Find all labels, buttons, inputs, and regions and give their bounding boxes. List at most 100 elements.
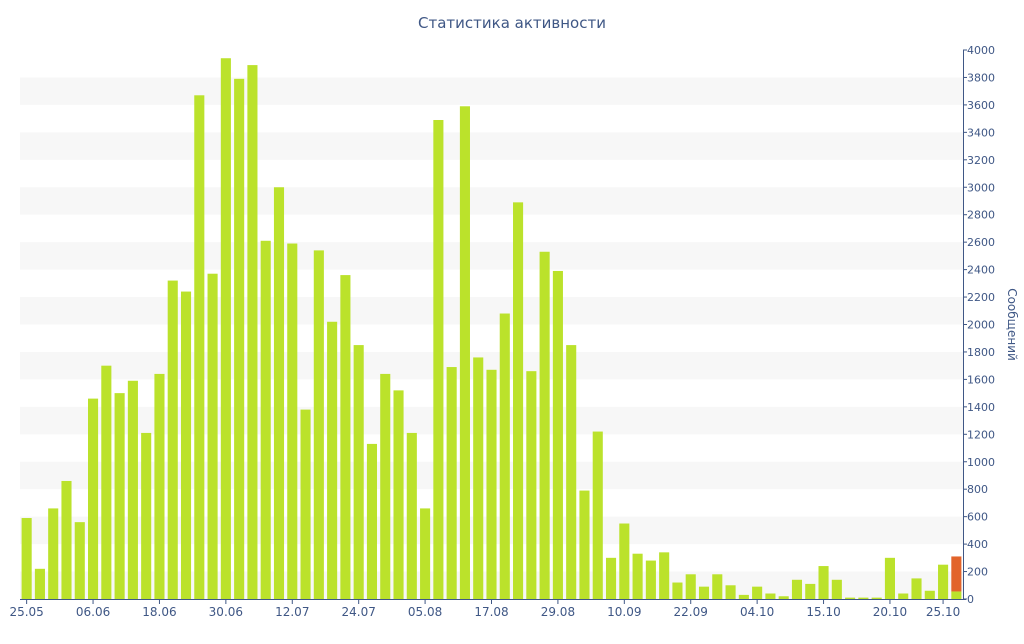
bar[interactable] (300, 409, 311, 599)
bar[interactable] (831, 579, 842, 599)
bar[interactable] (114, 393, 125, 599)
bar[interactable] (579, 490, 590, 599)
bar[interactable] (393, 390, 404, 599)
bar[interactable] (539, 251, 550, 599)
bar[interactable] (858, 597, 869, 599)
y-tick-label: 4000 (967, 44, 995, 57)
bar[interactable] (645, 560, 656, 599)
bar[interactable] (486, 369, 497, 599)
x-axis-ticks: 25.05 06.06 18.06 30.06 12.07 24.07 05.08 17.08… (9, 599, 960, 619)
bar[interactable] (366, 443, 378, 599)
bar[interactable] (287, 243, 298, 599)
y-tick-label: 0 (967, 593, 974, 606)
bar[interactable] (194, 95, 205, 599)
grid-band (20, 242, 963, 270)
bar[interactable] (871, 597, 882, 599)
bar[interactable] (127, 380, 138, 599)
bar[interactable] (845, 597, 856, 599)
bar[interactable] (738, 594, 749, 599)
bar[interactable] (61, 480, 72, 599)
bar[interactable] (260, 240, 271, 599)
bar[interactable] (34, 568, 45, 599)
bar[interactable] (340, 275, 351, 599)
bar[interactable] (473, 357, 484, 599)
bar[interactable] (765, 593, 776, 599)
bar[interactable] (459, 106, 470, 600)
bar[interactable] (48, 508, 59, 599)
bar[interactable] (406, 432, 417, 599)
x-tick-label: 12.07 (275, 605, 309, 619)
grid-band (20, 297, 963, 325)
y-tick-label: 1600 (967, 373, 995, 386)
bar[interactable] (818, 566, 829, 599)
bar[interactable] (752, 586, 763, 599)
bar[interactable] (791, 579, 803, 599)
bar[interactable] (712, 574, 723, 599)
x-tick-label: 17.08 (474, 605, 508, 619)
x-tick-label: 05.08 (408, 605, 442, 619)
bar[interactable] (247, 65, 258, 599)
y-tick-label: 1800 (967, 346, 995, 359)
bar[interactable] (951, 591, 962, 599)
bar[interactable] (592, 431, 603, 599)
bar[interactable] (605, 557, 617, 599)
bar[interactable] (327, 321, 338, 599)
grid-band (20, 132, 963, 160)
bar[interactable] (313, 250, 324, 599)
x-tick-label: 30.06 (209, 605, 243, 619)
y-tick-label: 2600 (967, 236, 995, 249)
bar[interactable] (659, 552, 670, 599)
bar[interactable] (167, 280, 178, 599)
bar[interactable] (513, 202, 524, 599)
y-tick-label: 800 (967, 483, 988, 496)
y-tick-label: 2800 (967, 209, 995, 222)
bar[interactable] (698, 586, 710, 599)
bar-series (21, 58, 962, 600)
x-tick-label: 24.07 (342, 605, 376, 619)
bar[interactable] (446, 367, 457, 599)
bar[interactable] (884, 557, 895, 599)
bar[interactable] (778, 596, 789, 599)
bar[interactable] (619, 523, 630, 599)
y-axis-ticks: 0 200 400 600 800 1000 1200 1400 1600 1800 2000 220… (963, 44, 995, 606)
bar[interactable] (566, 345, 577, 599)
bar[interactable] (632, 553, 643, 599)
bar[interactable] (924, 590, 935, 599)
y-axis-title: Сообщений (1005, 288, 1019, 361)
bar[interactable] (74, 522, 85, 599)
x-tick-label: 06.06 (76, 605, 110, 619)
bar[interactable] (433, 119, 444, 599)
bar[interactable] (180, 291, 192, 599)
bar[interactable] (725, 585, 736, 599)
bar[interactable] (805, 583, 816, 599)
bar[interactable] (141, 432, 152, 599)
bar[interactable] (499, 313, 510, 599)
y-tick-label: 3400 (967, 126, 995, 139)
bar[interactable] (938, 564, 949, 599)
x-tick-label: 29.08 (541, 605, 575, 619)
bar[interactable] (21, 518, 32, 599)
y-tick-label: 200 (967, 566, 988, 579)
bar[interactable] (420, 508, 431, 599)
x-tick-label: 15.10 (806, 605, 840, 619)
bar[interactable] (911, 578, 922, 599)
bar[interactable] (353, 345, 364, 599)
bar[interactable] (234, 78, 245, 599)
bar[interactable] (154, 373, 165, 599)
bar[interactable] (672, 582, 683, 599)
bar[interactable] (88, 398, 99, 599)
bar[interactable] (220, 58, 231, 600)
bar[interactable] (101, 365, 112, 599)
bar[interactable] (898, 593, 909, 599)
bar[interactable] (552, 270, 563, 599)
bar-highlight[interactable] (951, 556, 962, 592)
bar[interactable] (273, 187, 285, 599)
y-tick-label: 3800 (967, 71, 995, 84)
x-tick-label: 04.10 (740, 605, 774, 619)
bar[interactable] (380, 373, 391, 599)
bar[interactable] (526, 371, 537, 599)
y-tick-label: 600 (967, 511, 988, 524)
y-tick-label: 3600 (967, 99, 995, 112)
bar[interactable] (207, 273, 218, 599)
bar[interactable] (685, 574, 696, 599)
